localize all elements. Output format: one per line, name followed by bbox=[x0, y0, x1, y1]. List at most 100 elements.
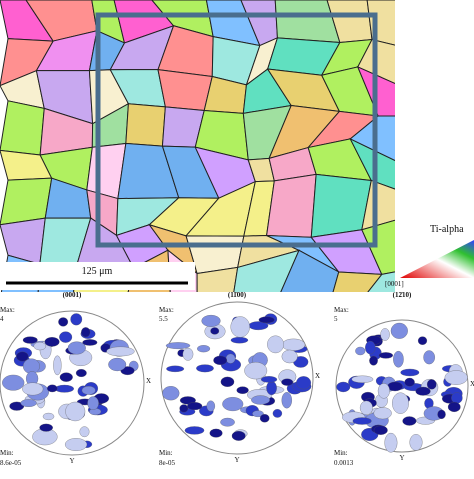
grain bbox=[266, 173, 317, 238]
density-blob bbox=[423, 350, 435, 365]
grain bbox=[0, 177, 53, 226]
density-blob bbox=[59, 331, 73, 343]
density-blob bbox=[65, 438, 88, 451]
pole-title: (11̄00) bbox=[228, 291, 247, 299]
density-blob bbox=[22, 336, 38, 344]
density-blob bbox=[75, 369, 87, 377]
grain bbox=[196, 266, 239, 292]
density-blob bbox=[236, 386, 249, 394]
density-blob bbox=[393, 350, 404, 368]
density-blob bbox=[230, 336, 249, 344]
max-value: 5.5 bbox=[159, 315, 168, 323]
density-blob bbox=[378, 352, 393, 359]
grain bbox=[125, 103, 166, 147]
density-blob bbox=[231, 430, 246, 441]
density-blob bbox=[260, 376, 278, 383]
density-blob bbox=[33, 342, 47, 351]
density-blob bbox=[437, 409, 446, 419]
density-blob bbox=[209, 428, 223, 438]
pole-figures: (0001)Max:4Min:8.6e-05XY(11̄00)Max:5.5Mi… bbox=[0, 291, 474, 467]
density-blob bbox=[404, 377, 415, 387]
density-blob bbox=[220, 417, 235, 427]
density-blob bbox=[47, 384, 58, 393]
density-blob bbox=[106, 346, 135, 357]
density-blob bbox=[390, 322, 408, 339]
density-blob bbox=[384, 432, 398, 453]
density-blob bbox=[351, 375, 374, 383]
max-label: Max: bbox=[334, 306, 349, 314]
density-blob bbox=[415, 386, 431, 396]
density-blob bbox=[225, 353, 236, 364]
density-blob bbox=[355, 346, 366, 356]
density-blob bbox=[210, 327, 220, 335]
density-blob bbox=[166, 365, 185, 373]
density-blob bbox=[179, 404, 189, 413]
density-blob bbox=[244, 362, 268, 380]
density-blob bbox=[281, 378, 294, 386]
density-blob bbox=[281, 349, 298, 364]
density-blob bbox=[251, 395, 270, 405]
x-axis-label: X bbox=[470, 380, 474, 388]
density-blob bbox=[417, 336, 428, 345]
density-blob bbox=[162, 386, 180, 401]
density-blob bbox=[82, 339, 98, 346]
ebsd-map bbox=[0, 0, 395, 292]
max-label: Max: bbox=[0, 306, 15, 314]
density-blob bbox=[165, 342, 191, 349]
density-blob bbox=[281, 392, 292, 409]
density-blob bbox=[79, 426, 90, 438]
density-blob bbox=[179, 396, 196, 405]
density-blob bbox=[230, 316, 250, 338]
min-label: Min: bbox=[159, 449, 173, 457]
density-blob bbox=[108, 357, 127, 372]
pole-title: (0001) bbox=[63, 291, 82, 299]
density-blob bbox=[182, 347, 194, 361]
density-blob bbox=[444, 370, 468, 385]
color-key bbox=[400, 240, 474, 278]
density-blob bbox=[201, 314, 221, 327]
max-value: 4 bbox=[0, 315, 4, 323]
density-blob bbox=[296, 376, 312, 390]
density-blob bbox=[222, 397, 244, 412]
density-blob bbox=[184, 426, 205, 435]
grain bbox=[280, 249, 340, 292]
density-blob bbox=[267, 335, 284, 354]
pole-title: (12̄10) bbox=[393, 291, 412, 299]
density-blob bbox=[70, 313, 83, 326]
min-value: 8.6e-05 bbox=[0, 459, 22, 467]
scale-bar-label: 125 μm bbox=[82, 266, 113, 277]
density-blob bbox=[44, 337, 60, 347]
y-axis-label: Y bbox=[399, 454, 404, 462]
scale-bar-box bbox=[0, 262, 195, 290]
density-blob bbox=[373, 407, 392, 420]
density-blob bbox=[266, 380, 277, 396]
key-corner: [0001] bbox=[385, 280, 404, 288]
x-axis-label: X bbox=[315, 372, 320, 380]
density-blob bbox=[281, 338, 306, 351]
density-blob bbox=[258, 316, 275, 324]
density-blob bbox=[22, 382, 44, 396]
density-blob bbox=[81, 327, 91, 338]
min-value: 0.0013 bbox=[334, 459, 354, 467]
density-blob bbox=[39, 423, 53, 432]
y-axis-label: Y bbox=[69, 457, 74, 465]
density-blob bbox=[336, 381, 351, 393]
density-blob bbox=[2, 374, 25, 391]
grain bbox=[361, 179, 395, 231]
grain bbox=[233, 249, 300, 292]
density-blob bbox=[252, 410, 264, 418]
y-axis-label: Y bbox=[234, 456, 239, 464]
density-blob bbox=[272, 409, 283, 418]
key-title: Ti-alpha bbox=[430, 224, 464, 235]
density-blob bbox=[352, 417, 372, 425]
density-blob bbox=[197, 345, 211, 353]
density-blob bbox=[447, 401, 461, 412]
density-blob bbox=[369, 355, 378, 366]
density-blob bbox=[220, 376, 235, 387]
density-blob bbox=[359, 400, 373, 416]
grain bbox=[367, 271, 395, 292]
density-blob bbox=[59, 372, 73, 382]
density-blob bbox=[20, 399, 37, 407]
density-blob bbox=[409, 434, 423, 451]
